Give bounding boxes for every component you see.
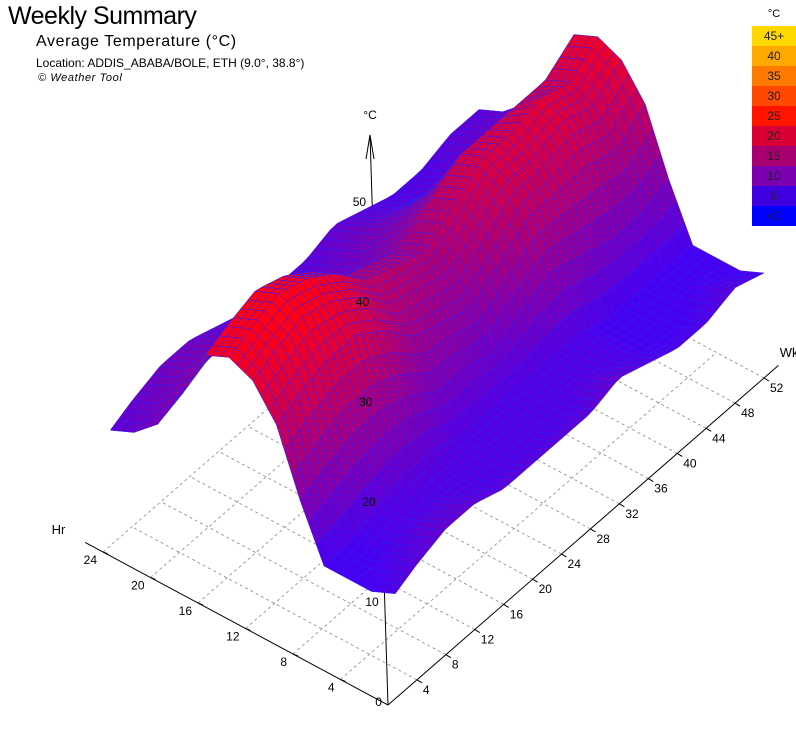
z-tick-label: 30 <box>359 395 373 409</box>
wk-tick <box>561 553 567 558</box>
legend-item: 45+ <box>752 26 796 46</box>
wk-tick-label: 4 <box>423 683 430 697</box>
hr-tick <box>150 577 156 580</box>
hr-tick-label: 20 <box>131 579 145 593</box>
wk-tick-label: 24 <box>568 557 582 571</box>
hr-tick <box>102 551 109 555</box>
copyright-label: © Weather Tool <box>38 72 123 84</box>
z-tick-label: 20 <box>362 495 376 509</box>
legend-item: 15 <box>752 146 796 166</box>
wk-tick <box>474 629 481 633</box>
wk-tick <box>734 402 741 407</box>
z-tick-label: 10 <box>365 595 379 609</box>
wk-tick <box>503 603 509 608</box>
legend-item: 25 <box>752 106 796 126</box>
wk-tick-label: 28 <box>596 532 610 546</box>
z-tick-label: 50 <box>353 195 367 209</box>
hr-tick <box>340 679 346 682</box>
wk-axis <box>387 365 779 706</box>
wk-tick <box>705 427 712 432</box>
hr-tick <box>292 653 299 657</box>
wk-tick <box>445 654 452 659</box>
hr-tick-label: 4 <box>328 681 335 695</box>
hr-tick-label: 24 <box>84 553 98 567</box>
wk-tick <box>676 453 683 457</box>
location-label: Location: ADDIS_ABABA/BOLE, ETH (9.0°, 3… <box>36 56 305 70</box>
legend-item: <0 <box>752 206 796 226</box>
temperature-surface <box>109 34 765 594</box>
chart-title: Weekly Summary <box>8 2 197 30</box>
wk-tick <box>648 478 654 483</box>
wk-tick-label: 36 <box>654 482 668 496</box>
legend-item: 30 <box>752 86 796 106</box>
hr-tick <box>245 628 251 631</box>
hr-tick-label: 12 <box>226 630 240 644</box>
z-tick-label: 40 <box>356 295 370 309</box>
wk-tick <box>763 377 770 382</box>
grid-line <box>340 352 717 680</box>
wk-tick <box>590 528 596 533</box>
hr-tick-label: 16 <box>179 604 193 618</box>
wk-tick-label: 16 <box>510 607 524 621</box>
legend-item: 10 <box>752 166 796 186</box>
legend-unit: °C <box>767 8 781 20</box>
hr-axis-label: Hr <box>52 522 66 537</box>
legend-item: 40 <box>752 46 796 66</box>
wk-tick-label: 12 <box>481 633 495 647</box>
wk-axis-label: Wk <box>780 345 796 360</box>
wk-tick <box>619 503 625 508</box>
legend-item: 20 <box>752 126 796 146</box>
chart-subtitle: Average Temperature (°C) <box>36 33 237 50</box>
surface-cell <box>386 583 403 594</box>
wk-tick <box>416 679 423 684</box>
wk-tick-label: 48 <box>741 406 755 420</box>
wk-tick-label: 52 <box>770 381 784 395</box>
z-tick-label: 0 <box>375 695 382 709</box>
wk-tick-label: 44 <box>712 431 726 445</box>
legend-cells: 45+ 40 35 30 25 20 15 10 5 <0 <box>752 26 796 226</box>
legend-item: 5 <box>752 186 796 206</box>
axis-labels: 4812162024481216202428323640444852010203… <box>52 108 796 709</box>
wk-tick <box>532 578 538 583</box>
color-legend: °C 45+ 40 35 30 25 20 15 10 5 <0 <box>752 6 796 226</box>
legend-item: 35 <box>752 66 796 86</box>
hr-tick-label: 8 <box>280 655 287 669</box>
wk-tick-label: 8 <box>452 658 459 672</box>
z-axis-label: °C <box>363 108 377 122</box>
wk-tick-label: 20 <box>539 582 553 596</box>
wk-tick-label: 40 <box>683 456 697 470</box>
hr-tick <box>197 602 204 606</box>
wk-tick-label: 32 <box>625 507 639 521</box>
hr-axis <box>84 541 389 706</box>
z-axis-arrow <box>365 134 375 160</box>
